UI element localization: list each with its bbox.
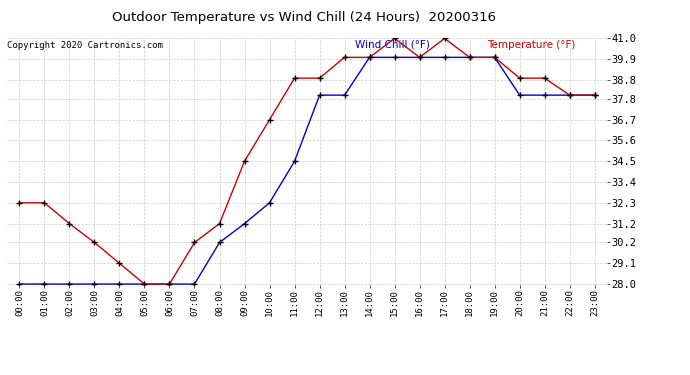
Text: Copyright 2020 Cartronics.com: Copyright 2020 Cartronics.com [7, 41, 163, 50]
Text: Temperature (°F): Temperature (°F) [487, 40, 575, 50]
Text: Outdoor Temperature vs Wind Chill (24 Hours)  20200316: Outdoor Temperature vs Wind Chill (24 Ho… [112, 11, 495, 24]
Text: Wind Chill (°F): Wind Chill (°F) [355, 40, 437, 50]
